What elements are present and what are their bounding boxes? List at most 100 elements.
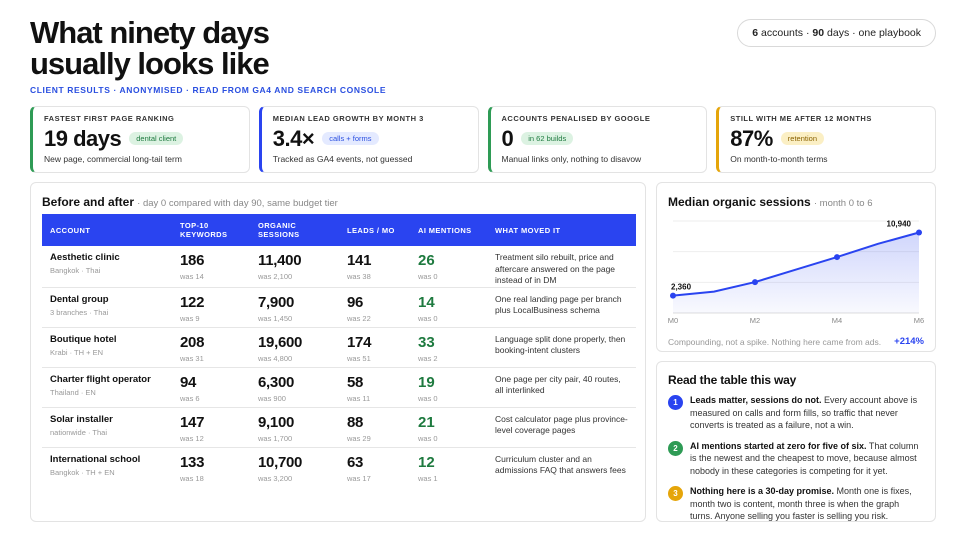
leads-value: 88: [347, 413, 364, 431]
table-row: Dental group 3 branches · Thai 122 was 9 7…: [42, 287, 636, 328]
ai-value: 12: [418, 453, 435, 471]
cell-moved: One real landing page per branch plus Lo…: [487, 287, 636, 328]
sessions-value: 11,400: [258, 252, 302, 269]
leads-value: 96: [347, 293, 364, 311]
keywords-value: 122: [180, 293, 205, 311]
table-title: Before and after · day 0 compared with d…: [42, 195, 338, 209]
leads-was: was 38: [347, 272, 371, 281]
moved-text: Treatment silo rebuilt, price and afterc…: [495, 252, 616, 285]
note-number: 2: [668, 440, 683, 456]
ai-was: was 0: [418, 433, 438, 443]
stat-desc: On month-to-month terms: [730, 154, 828, 164]
stat-card: STILL WITH ME AFTER 12 MONTHS 87% retenti…: [716, 106, 936, 173]
x-tick-label: M2: [750, 316, 760, 325]
x-tick-label: M6: [914, 316, 924, 325]
stat-desc: Tracked as GA4 events, not guessed: [272, 154, 413, 164]
cell-ai: 21 was 0: [410, 407, 487, 448]
cell-leads: 96 was 22: [339, 287, 410, 328]
stat-card: MEDIAN LEAD GROWTH BY MONTH 3 3.4× calls …: [258, 106, 479, 173]
leads-was: was 17: [347, 473, 371, 483]
table-row: Boutique hotel Krabi · TH + EN 208 was 31 …: [42, 327, 636, 368]
stat-value: 87%: [730, 125, 773, 151]
cell-keywords: 94 was 6: [172, 367, 250, 408]
before-after-panel: Before and after · day 0 compared with d…: [30, 182, 646, 522]
cell-moved: Curriculum cluster and an admissions FAQ…: [487, 447, 636, 487]
ai-was: was 1: [418, 473, 438, 483]
cell-leads: 141 was 38: [339, 246, 410, 288]
cell-leads: 88 was 29: [339, 407, 410, 448]
leads-was: was 51: [347, 353, 371, 363]
cell-sessions: 10,700 was 3,200: [250, 447, 339, 487]
stat-card: ACCOUNTS PENALISED BY GOOGLE 0 in 62 buil…: [487, 106, 708, 173]
cell-sessions: 9,100 was 1,700: [250, 407, 339, 448]
cell-moved: Treatment silo rebuilt, price and afterc…: [487, 246, 636, 288]
stat-label: FASTEST FIRST PAGE RANKING: [44, 114, 175, 123]
data-point: [834, 254, 840, 261]
table-header-row: ACCOUNT TOP-10 KEYWORDS ORGANIC SESSIONS…: [42, 214, 636, 246]
data-label: 10,940: [887, 219, 912, 228]
cell-sessions: 6,300 was 900: [250, 367, 339, 408]
page-title: What ninety days usually looks like: [30, 15, 270, 81]
keywords-value: 147: [180, 413, 205, 431]
stat-value: 3.4×: [272, 125, 315, 151]
note-text: AI mentions started at zero for five of …: [690, 440, 919, 476]
ai-was: was 0: [418, 313, 438, 323]
table-row: Solar installer nationwide · Thai 147 was …: [42, 407, 636, 448]
ai-value: 26: [418, 252, 435, 269]
ai-value: 19: [418, 373, 435, 391]
keywords-was: was 31: [180, 353, 204, 363]
sessions-was: was 900: [258, 393, 286, 403]
stat-badge: calls + forms: [322, 132, 379, 145]
notes-title: Read the table this way: [668, 373, 797, 387]
cell-sessions: 7,900 was 1,450: [250, 287, 339, 328]
sessions-value: 6,300: [258, 373, 295, 391]
area-fill: [673, 232, 919, 313]
note-item: 3 Nothing here is a 30-day promise. Month…: [668, 485, 923, 523]
note-text: Leads matter, sessions do not. Every acc…: [690, 395, 918, 430]
stat-value: 19 days: [44, 125, 122, 151]
ai-value: 33: [418, 333, 435, 351]
sessions-value: 7,900: [258, 293, 295, 311]
account-location: Krabi · TH + EN: [50, 347, 104, 357]
x-tick-label: M4: [832, 316, 842, 325]
ai-value: 21: [418, 413, 435, 431]
sessions-chart-panel: Median organic sessions · month 0 to 6 2…: [656, 182, 936, 352]
cell-account: Solar installer nationwide · Thai: [42, 407, 172, 448]
cell-account: International school Bangkok · TH + EN: [42, 447, 172, 487]
sessions-was: was 3,200: [258, 473, 293, 483]
stat-label: STILL WITH ME AFTER 12 MONTHS: [730, 114, 872, 123]
col-keywords: TOP-10 KEYWORDS: [172, 214, 250, 246]
note-item: 2 AI mentions started at zero for five of…: [668, 440, 923, 478]
keywords-value: 94: [180, 373, 197, 391]
account-name: Solar installer: [50, 413, 113, 425]
account-location: Bangkok · Thai: [50, 266, 101, 275]
data-point: [752, 279, 758, 286]
leads-was: was 22: [347, 313, 371, 323]
stat-label: MEDIAN LEAD GROWTH BY MONTH 3: [272, 114, 424, 123]
ai-value: 14: [418, 293, 435, 311]
account-name: Boutique hotel: [50, 333, 117, 345]
keywords-was: was 14: [180, 272, 204, 281]
cell-account: Aesthetic clinic Bangkok · Thai: [42, 246, 172, 288]
sessions-was: was 4,800: [258, 353, 293, 363]
stat-value: 0: [501, 125, 514, 151]
cell-keywords: 186 was 14: [172, 246, 250, 288]
col-account: ACCOUNT: [42, 214, 172, 246]
account-name: Aesthetic clinic: [50, 252, 120, 263]
keywords-value: 208: [180, 333, 205, 351]
ai-was: was 2: [418, 353, 438, 363]
ai-was: was 0: [418, 393, 438, 403]
cell-sessions: 11,400 was 2,100: [250, 246, 339, 288]
cell-moved: Cost calculator page plus province-level…: [487, 407, 636, 448]
chart-change: +214%: [894, 336, 924, 347]
cell-keywords: 147 was 12: [172, 407, 250, 448]
results-table: ACCOUNT TOP-10 KEYWORDS ORGANIC SESSIONS…: [42, 214, 636, 487]
series-line: [672, 231, 920, 297]
keywords-was: was 9: [180, 313, 200, 323]
cell-keywords: 133 was 18: [172, 447, 250, 487]
sessions-was: was 1,700: [258, 433, 293, 443]
note-number: 1: [668, 395, 683, 410]
cell-account: Boutique hotel Krabi · TH + EN: [42, 327, 172, 368]
col-leads: LEADS / MO: [339, 214, 410, 246]
cell-ai: 33 was 2: [410, 327, 487, 368]
